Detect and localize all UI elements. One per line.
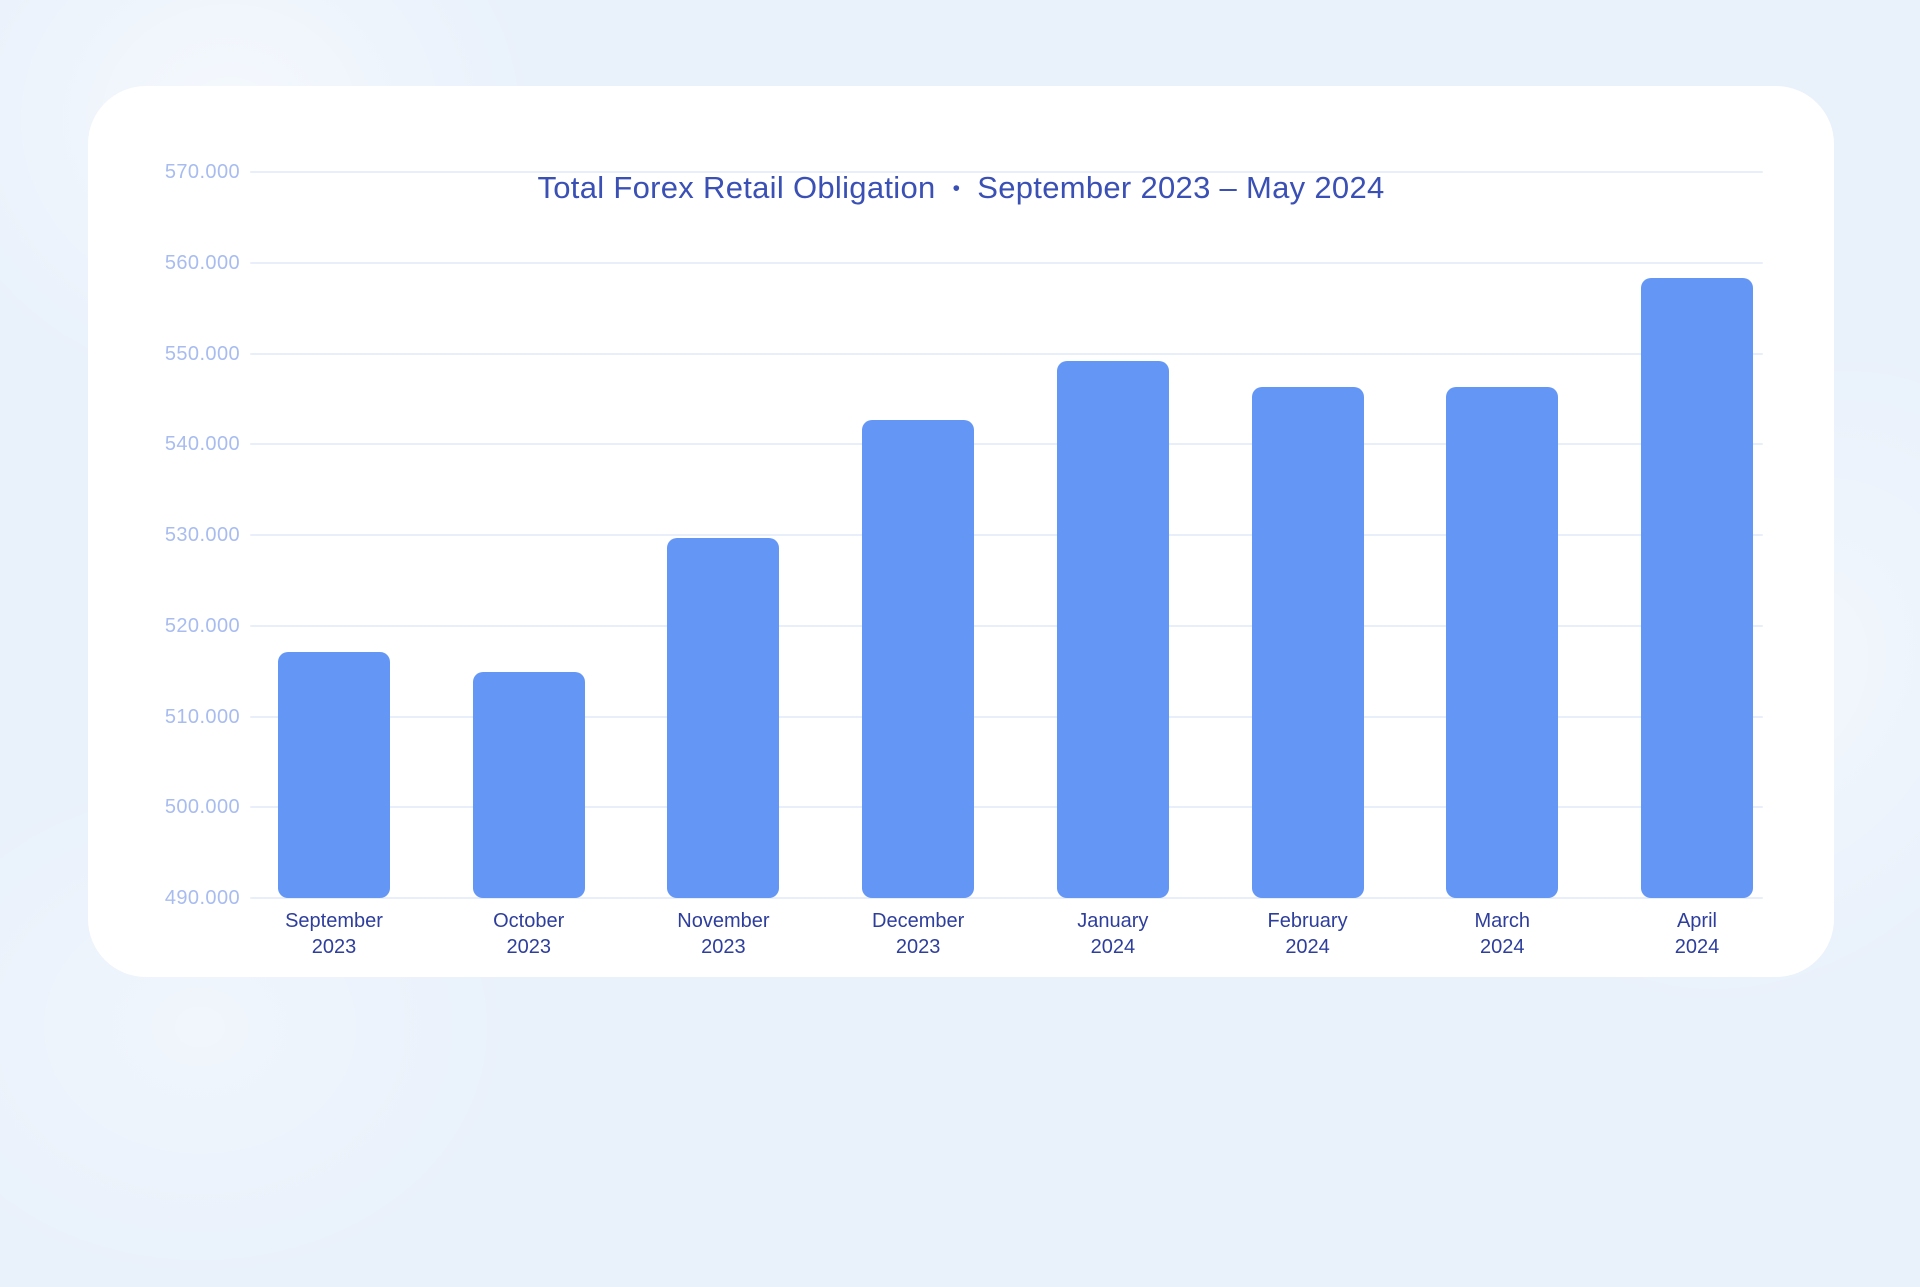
bar-march-2024 (1446, 387, 1559, 898)
x-axis-label-april-2024: April 2024 (1597, 908, 1797, 960)
x-axis-label-month: February (1267, 910, 1348, 932)
x-axis-label-november-2023: November 2023 (623, 908, 823, 960)
bar-april-2024 (1640, 278, 1753, 898)
x-axis-label-month: December (872, 910, 965, 932)
x-axis-label-month: November (677, 910, 770, 932)
y-axis-tick-label: 560.000 (164, 251, 240, 274)
y-axis-tick-label: 540.000 (164, 433, 240, 456)
x-axis-label-december-2023: December 2023 (818, 908, 1018, 960)
y-axis-tick-label: 510.000 (164, 705, 240, 728)
x-axis-label-year: 2024 (1285, 936, 1330, 958)
bar-october-2023 (472, 672, 585, 898)
x-axis-label-october-2023: October 2023 (429, 908, 629, 960)
x-axis-label-month: January (1077, 910, 1149, 932)
gridline-490.000 (250, 897, 1763, 899)
y-axis-tick-label: 520.000 (164, 614, 240, 637)
gridline-540.000 (250, 443, 1763, 446)
gridline-550.000 (250, 352, 1763, 355)
x-axis-label-year: 2023 (311, 936, 357, 958)
x-axis-label-year: 2024 (1674, 936, 1720, 958)
bar-september-2023 (278, 652, 390, 898)
bar-january-2024 (1056, 360, 1169, 898)
bar-february-2024 (1251, 387, 1364, 898)
x-axis-label-month: September (285, 910, 383, 932)
y-axis-tick-label: 530.000 (164, 524, 240, 546)
x-axis-label-year: 2023 (895, 936, 941, 958)
x-axis-label-year: 2024 (1480, 936, 1525, 958)
gridline-560.000 (250, 261, 1763, 264)
chart-title-range: September 2023 – May 2024 (977, 170, 1385, 205)
x-axis-label-year: 2024 (1090, 936, 1136, 958)
chart-card: Total Forex Retail Obligation • September … (88, 86, 1834, 977)
y-axis-tick-label: 550.000 (164, 342, 240, 365)
x-axis-label-september-2023: September 2023 (234, 908, 434, 960)
y-axis-tick-label: 500.000 (164, 796, 240, 819)
y-axis-tick-label: 490.000 (164, 887, 240, 909)
x-axis-label-year: 2023 (506, 936, 551, 958)
chart-title: Total Forex Retail Obligation • September … (537, 170, 1384, 206)
x-axis-label-february-2024: February 2024 (1208, 908, 1408, 960)
bar-november-2023 (667, 537, 780, 898)
gridline-500.000 (250, 806, 1763, 809)
gridline-510.000 (250, 715, 1763, 718)
x-axis-label-month: March (1474, 910, 1531, 932)
x-axis-label-january-2024: January 2024 (1013, 908, 1213, 960)
chart-title-main: Total Forex Retail Obligation (537, 170, 936, 205)
x-axis-label-year: 2023 (701, 936, 746, 958)
x-axis-label-month: April (1676, 910, 1717, 932)
bar-december-2023 (862, 419, 975, 898)
title-bullet-separator: • (952, 177, 961, 200)
x-axis-label-march-2024: March 2024 (1402, 908, 1602, 960)
gridline-520.000 (250, 624, 1763, 627)
y-axis-tick-label: 570.000 (164, 161, 240, 183)
gridline-570.000 (250, 171, 1763, 173)
gridline-530.000 (250, 534, 1763, 536)
plot-area: 490.000 500.000 510.000 520.000 530.000 540.0… (165, 161, 1763, 958)
x-axis-label-month: October (493, 910, 565, 932)
